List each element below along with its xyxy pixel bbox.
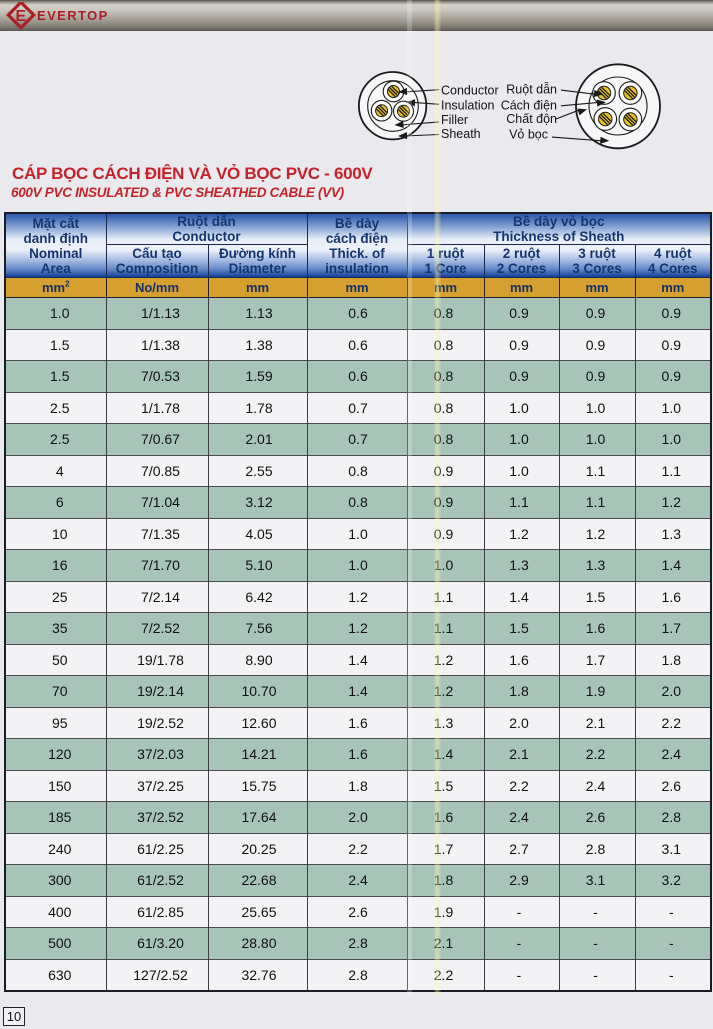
svg-text:Insulation: Insulation	[441, 98, 495, 112]
svg-text:Ruột dẫn: Ruột dẫn	[506, 82, 557, 97]
svg-text:Conductor: Conductor	[441, 84, 499, 98]
svg-text:E: E	[16, 8, 27, 25]
svg-text:Cách điện: Cách điện	[501, 98, 557, 112]
svg-text:Chất độn: Chất độn	[506, 112, 557, 126]
svg-text:Filler: Filler	[441, 113, 468, 127]
svg-text:Sheath: Sheath	[441, 127, 481, 141]
svg-text:Vỏ bọc: Vỏ bọc	[509, 128, 548, 142]
